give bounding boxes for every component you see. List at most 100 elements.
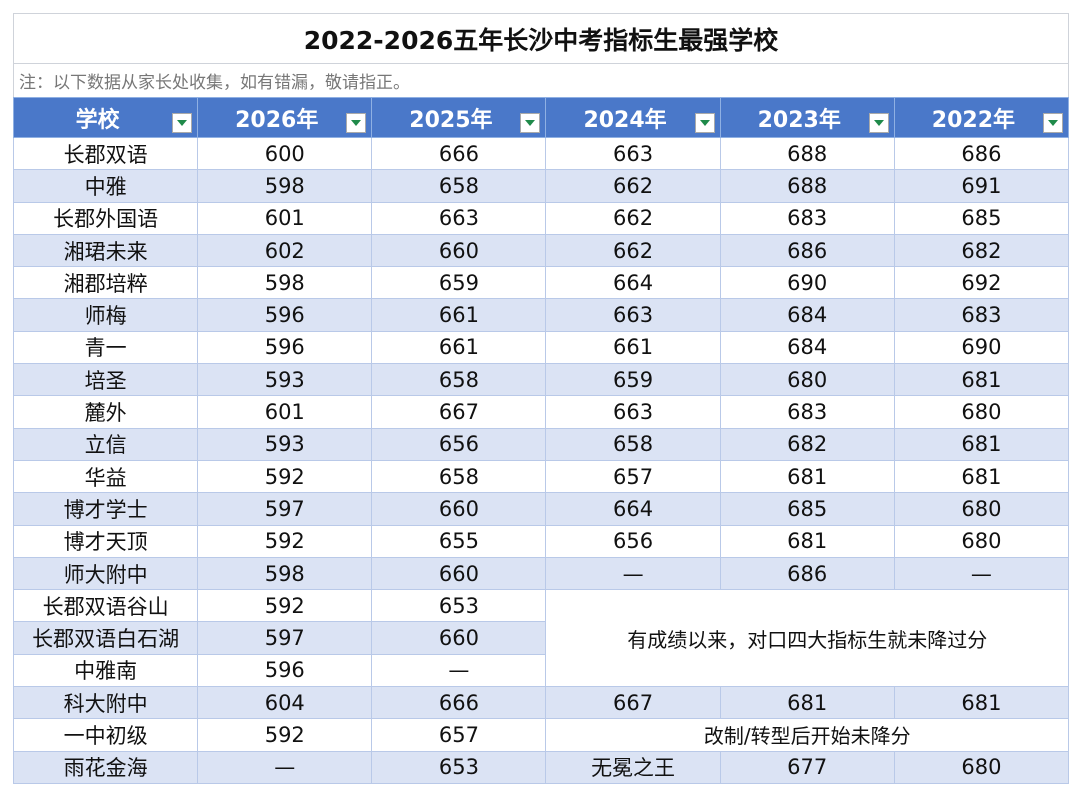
cell-2024[interactable]: 661	[545, 330, 721, 365]
cell-2023[interactable]: 684	[719, 330, 895, 365]
header-2022[interactable]: 2022年	[893, 97, 1070, 138]
cell-school[interactable]: 华益	[12, 459, 199, 494]
merged-note-restructure[interactable]: 改制/转型后开始未降分	[545, 718, 1069, 752]
cell-2024[interactable]: 664	[545, 266, 721, 300]
cell-2022[interactable]: 681	[893, 363, 1070, 397]
cell-2026[interactable]: —	[197, 750, 373, 784]
cell-school[interactable]: 湘郡培粹	[12, 266, 199, 300]
cell-2023[interactable]: 688	[719, 136, 895, 171]
cell-2026[interactable]: 596	[197, 653, 373, 688]
cell-2026[interactable]: 592	[197, 524, 373, 558]
cell-school[interactable]: 长郡双语谷山	[12, 589, 199, 623]
cell-school[interactable]: 雨花金海	[12, 750, 199, 784]
cell-2024[interactable]: 663	[545, 395, 721, 429]
cell-2025[interactable]: 655	[371, 524, 547, 558]
cell-school[interactable]: 长郡双语	[12, 136, 199, 171]
cell-2025[interactable]: 653	[371, 589, 547, 623]
cell-school[interactable]: 师大附中	[12, 556, 199, 591]
cell-2026[interactable]: 601	[197, 395, 373, 429]
cell-2025[interactable]: 667	[371, 395, 547, 429]
cell-2022[interactable]: 680	[893, 524, 1070, 558]
cell-2023[interactable]: 682	[719, 427, 895, 461]
cell-2024[interactable]: 662	[545, 233, 721, 268]
filter-dropdown-icon[interactable]	[1043, 113, 1063, 133]
cell-2026[interactable]: 598	[197, 556, 373, 591]
cell-2022[interactable]: —	[893, 556, 1070, 591]
cell-2026[interactable]: 604	[197, 686, 373, 720]
cell-school[interactable]: 立信	[12, 427, 199, 461]
cell-2025[interactable]: 656	[371, 427, 547, 461]
cell-2022[interactable]: 682	[893, 233, 1070, 268]
cell-2026[interactable]: 602	[197, 233, 373, 268]
cell-2024[interactable]: 658	[545, 427, 721, 461]
cell-2026[interactable]: 596	[197, 330, 373, 365]
cell-school[interactable]: 中雅南	[12, 653, 199, 688]
cell-school[interactable]: 一中初级	[12, 718, 199, 752]
cell-2025[interactable]: 661	[371, 330, 547, 365]
cell-2022[interactable]: 680	[893, 492, 1070, 526]
sheet-title[interactable]: 2022-2026五年长沙中考指标生最强学校	[13, 13, 1069, 63]
cell-2025[interactable]: 658	[371, 169, 547, 203]
merged-note-since-record[interactable]: 有成绩以来，对口四大指标生就未降过分	[545, 589, 1069, 688]
filter-dropdown-icon[interactable]	[346, 113, 367, 133]
header-2026[interactable]: 2026年	[197, 97, 373, 138]
cell-2026[interactable]: 596	[197, 298, 373, 332]
cell-2022[interactable]: 686	[893, 136, 1070, 171]
cell-2023[interactable]: 681	[719, 459, 895, 494]
cell-2025[interactable]: 661	[371, 298, 547, 332]
cell-2024[interactable]: 662	[545, 169, 721, 203]
cell-2025[interactable]: —	[371, 653, 547, 688]
cell-2026[interactable]: 597	[197, 621, 373, 655]
cell-2022[interactable]: 683	[893, 298, 1070, 332]
filter-dropdown-icon[interactable]	[520, 113, 541, 133]
cell-2024[interactable]: 656	[545, 524, 721, 558]
cell-2024[interactable]: 664	[545, 492, 721, 526]
cell-2026[interactable]: 598	[197, 266, 373, 300]
cell-school[interactable]: 长郡外国语	[12, 201, 199, 235]
cell-2024[interactable]: —	[545, 556, 721, 591]
cell-2023[interactable]: 677	[719, 750, 895, 784]
cell-school[interactable]: 科大附中	[12, 686, 199, 720]
cell-2022[interactable]: 692	[893, 266, 1070, 300]
cell-2023[interactable]: 681	[719, 524, 895, 558]
cell-2022[interactable]: 681	[893, 427, 1070, 461]
cell-2022[interactable]: 681	[893, 459, 1070, 494]
cell-2025[interactable]: 660	[371, 556, 547, 591]
cell-school[interactable]: 培圣	[12, 363, 199, 397]
cell-2025[interactable]: 666	[371, 136, 547, 171]
cell-2025[interactable]: 658	[371, 459, 547, 494]
cell-2023[interactable]: 680	[719, 363, 895, 397]
cell-school[interactable]: 师梅	[12, 298, 199, 332]
cell-2025[interactable]: 660	[371, 492, 547, 526]
cell-2025[interactable]: 660	[371, 621, 547, 655]
cell-2024[interactable]: 663	[545, 298, 721, 332]
cell-school[interactable]: 博才学士	[12, 492, 199, 526]
cell-2024[interactable]: 667	[545, 686, 721, 720]
cell-school[interactable]: 青一	[12, 330, 199, 365]
cell-school[interactable]: 博才天顶	[12, 524, 199, 558]
cell-2024[interactable]: 657	[545, 459, 721, 494]
cell-2023[interactable]: 686	[719, 233, 895, 268]
cell-2022[interactable]: 681	[893, 686, 1070, 720]
cell-2024[interactable]: 662	[545, 201, 721, 235]
cell-2023[interactable]: 683	[719, 395, 895, 429]
sheet-note[interactable]: 注：以下数据从家长处收集，如有错漏，敬请指正。	[13, 63, 1069, 97]
cell-2026[interactable]: 598	[197, 169, 373, 203]
cell-2025[interactable]: 660	[371, 233, 547, 268]
cell-2025[interactable]: 657	[371, 718, 547, 752]
cell-2025[interactable]: 658	[371, 363, 547, 397]
cell-2023[interactable]: 688	[719, 169, 895, 203]
header-2025[interactable]: 2025年	[371, 97, 547, 138]
cell-2025[interactable]: 666	[371, 686, 547, 720]
cell-2025[interactable]: 659	[371, 266, 547, 300]
cell-2023[interactable]: 690	[719, 266, 895, 300]
cell-2023[interactable]: 684	[719, 298, 895, 332]
cell-2026[interactable]: 597	[197, 492, 373, 526]
cell-2026[interactable]: 592	[197, 718, 373, 752]
filter-dropdown-icon[interactable]	[172, 113, 193, 133]
cell-school[interactable]: 湘珺未来	[12, 233, 199, 268]
filter-dropdown-icon[interactable]	[868, 113, 889, 133]
cell-2024[interactable]: 659	[545, 363, 721, 397]
header-2023[interactable]: 2023年	[719, 97, 895, 138]
cell-school[interactable]: 长郡双语白石湖	[12, 621, 199, 655]
